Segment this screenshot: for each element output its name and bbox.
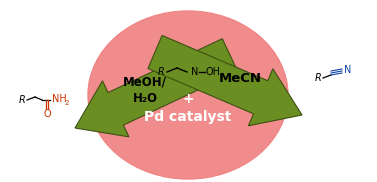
- Text: R: R: [158, 67, 164, 77]
- Text: +
Pd catalyst: + Pd catalyst: [144, 92, 232, 124]
- Text: R: R: [18, 95, 25, 105]
- Text: OH: OH: [206, 67, 221, 77]
- Text: NH: NH: [52, 94, 67, 104]
- Text: MeOH/
H₂O: MeOH/ H₂O: [123, 76, 167, 104]
- Text: R: R: [315, 73, 321, 83]
- Text: N: N: [344, 65, 351, 75]
- Ellipse shape: [88, 11, 288, 179]
- Polygon shape: [75, 39, 238, 137]
- Text: 2: 2: [65, 100, 69, 106]
- Polygon shape: [148, 35, 302, 126]
- Text: O: O: [43, 109, 51, 119]
- Text: MeCN: MeCN: [219, 72, 262, 84]
- Text: N: N: [191, 67, 198, 77]
